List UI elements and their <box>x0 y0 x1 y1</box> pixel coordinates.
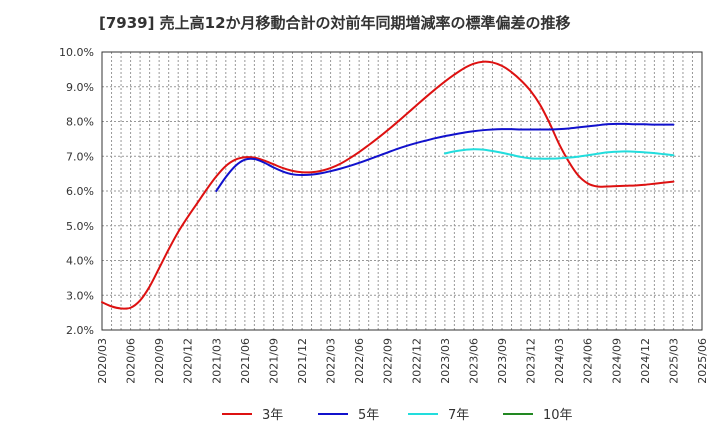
x-tick-label: 2021/06 <box>239 338 252 384</box>
x-tick-label: 2022/12 <box>410 338 423 384</box>
x-tick-label: 2023/03 <box>439 338 452 384</box>
x-tick-label: 2025/03 <box>667 338 680 384</box>
x-tick-label: 2020/06 <box>125 338 138 384</box>
series-line-1 <box>215 122 675 192</box>
chart-title: [7939] 売上高12か月移動合計の対前年同期増減率の標準偏差の推移 <box>99 14 571 32</box>
y-tick-label: 6.0% <box>66 185 94 198</box>
legend: 3年 5年 7年 10年 <box>222 408 573 423</box>
legend-label-2: 7年 <box>448 408 469 423</box>
y-tick-label: 8.0% <box>66 116 94 129</box>
x-tick-label: 2023/09 <box>496 338 509 384</box>
series-line-2 <box>443 148 675 160</box>
x-tick-label: 2021/09 <box>267 338 280 384</box>
x-tick-label: 2022/03 <box>325 338 338 384</box>
x-tick-label: 2021/12 <box>296 338 309 384</box>
x-tick-label: 2020/12 <box>182 338 195 384</box>
y-tick-label: 10.0% <box>59 46 94 59</box>
x-tick-label: 2022/09 <box>382 338 395 384</box>
y-tick-label: 3.0% <box>66 289 94 302</box>
x-tick-label: 2024/09 <box>610 338 623 384</box>
x-tick-label: 2023/06 <box>467 338 480 384</box>
x-tick-label: 2022/06 <box>353 338 366 384</box>
legend-label-0: 3年 <box>262 408 283 423</box>
series-line-0 <box>101 60 675 310</box>
x-tick-label: 2024/12 <box>639 338 652 384</box>
legend-label-1: 5年 <box>358 408 379 423</box>
y-tick-label: 9.0% <box>66 81 94 94</box>
y-tick-label: 7.0% <box>66 150 94 163</box>
x-tick-label: 2023/12 <box>525 338 538 384</box>
x-tick-label: 2025/06 <box>696 338 709 384</box>
y-tick-label: 2.0% <box>66 324 94 337</box>
legend-label-3: 10年 <box>543 408 573 423</box>
x-tick-label: 2021/03 <box>210 338 223 384</box>
plot-area: 2.0% 3.0% 4.0% 5.0% 6.0% 7.0% 8.0% 9.0% 10.0% 202… <box>59 46 709 384</box>
x-tick-label: 2024/03 <box>553 338 566 384</box>
y-tick-label: 4.0% <box>66 255 94 268</box>
y-tick-label: 5.0% <box>66 220 94 233</box>
plot-border <box>101 51 703 331</box>
x-tick-label: 2020/09 <box>153 338 166 384</box>
x-tick-label: 2020/03 <box>96 338 109 384</box>
x-tick-label: 2024/06 <box>582 338 595 384</box>
